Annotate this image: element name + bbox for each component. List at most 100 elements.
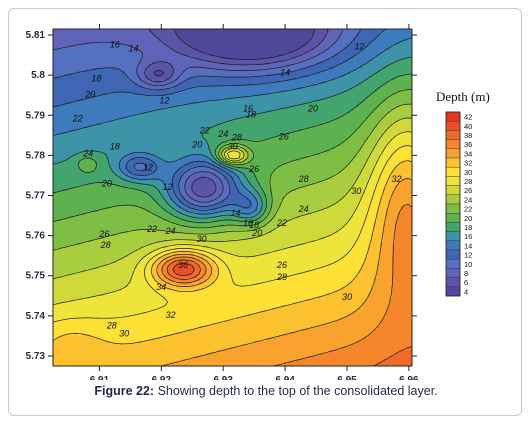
contour-cell [164,50,168,54]
contour-cell [101,92,105,96]
contour-cell [101,122,105,126]
contour-cell [158,62,162,66]
contour-cell [86,98,90,102]
contour-cell [380,62,384,66]
contour-cell [167,83,171,87]
contour-cell [86,38,90,42]
contour-cell [191,29,195,33]
contour-cell [308,53,312,57]
contour-cell [296,32,300,36]
contour-cell [272,47,276,51]
contour-cell [290,32,294,36]
contour-cell [179,50,183,54]
contour-cell [356,110,360,114]
contour-cell [104,95,108,99]
contour-cell [182,29,186,33]
contour-cell [284,83,288,87]
contour-cell [173,149,177,153]
contour-cell [353,59,357,63]
contour-cell [329,68,333,72]
contour-cell [278,116,282,120]
contour-cell [212,68,216,72]
contour-cell [365,74,369,78]
contour-cell [107,140,111,144]
contour-cell [137,110,141,114]
contour-cell [404,95,408,99]
contour-cell [254,101,258,105]
contour-cell [377,38,381,42]
contour-cell [269,98,273,102]
contour-cell [233,62,237,66]
contour-cell [122,98,126,102]
contour-cell [353,110,357,114]
contour-cell [389,83,393,87]
contour-cell [62,92,66,96]
contour-cell [239,92,243,96]
contour-cell [251,116,255,120]
contour-cell [191,38,195,42]
contour-cell [335,68,339,72]
contour-cell [401,32,405,36]
contour-cell [98,104,102,108]
contour-cell [149,92,153,96]
contour-cell [368,86,372,90]
contour-cell [191,68,195,72]
contour-cell [56,77,60,81]
contour-cell [197,92,201,96]
contour-cell [137,77,141,81]
contour-cell [386,44,390,48]
contour-cell [287,62,291,66]
contour-cell [404,77,408,81]
contour-cell [149,125,153,129]
contour-cell [128,131,132,135]
contour-cell [215,89,219,93]
contour-cell [281,128,285,132]
contour-cell [146,50,150,54]
contour-cell [134,134,138,138]
contour-cell [278,71,282,75]
contour-cell [398,50,402,54]
contour-cell [278,92,282,96]
contour-cell [311,98,315,102]
contour-cell [242,125,246,129]
contour-cell [290,95,294,99]
contour-cell [320,128,324,132]
contour-cell [233,131,237,135]
contour-cell [365,32,369,36]
contour-cell [323,83,327,87]
contour-cell [83,74,87,78]
contour-cell [185,83,189,87]
contour-cell [167,122,171,126]
contour-cell [320,71,324,75]
contour-cell [392,113,396,117]
contour-cell [362,29,366,33]
contour-cell [62,137,66,141]
contour-cell [65,80,69,84]
contour-cell [389,32,393,36]
contour-cell [332,32,336,36]
contour-cell [212,50,216,54]
contour-cell [71,146,75,150]
contour-cell [98,110,102,114]
contour-cell [230,128,234,132]
contour-cell [377,137,381,141]
contour-cell [311,149,315,153]
contour-cell [74,119,78,123]
contour-cell [341,107,345,111]
contour-cell [179,140,183,144]
contour-cell [305,38,309,42]
contour-cell [182,128,186,132]
contour-cell [83,50,87,54]
contour-cell [329,47,333,51]
contour-cell [347,59,351,63]
contour-cell [371,41,375,45]
contour-cell [203,116,207,120]
contour-cell [218,107,222,111]
contour-cell [275,113,279,117]
contour-cell [383,104,387,108]
contour-cell [179,83,183,87]
contour-cell [227,44,231,48]
contour-cell [335,47,339,51]
contour-cell [275,98,279,102]
contour-cell [251,119,255,123]
